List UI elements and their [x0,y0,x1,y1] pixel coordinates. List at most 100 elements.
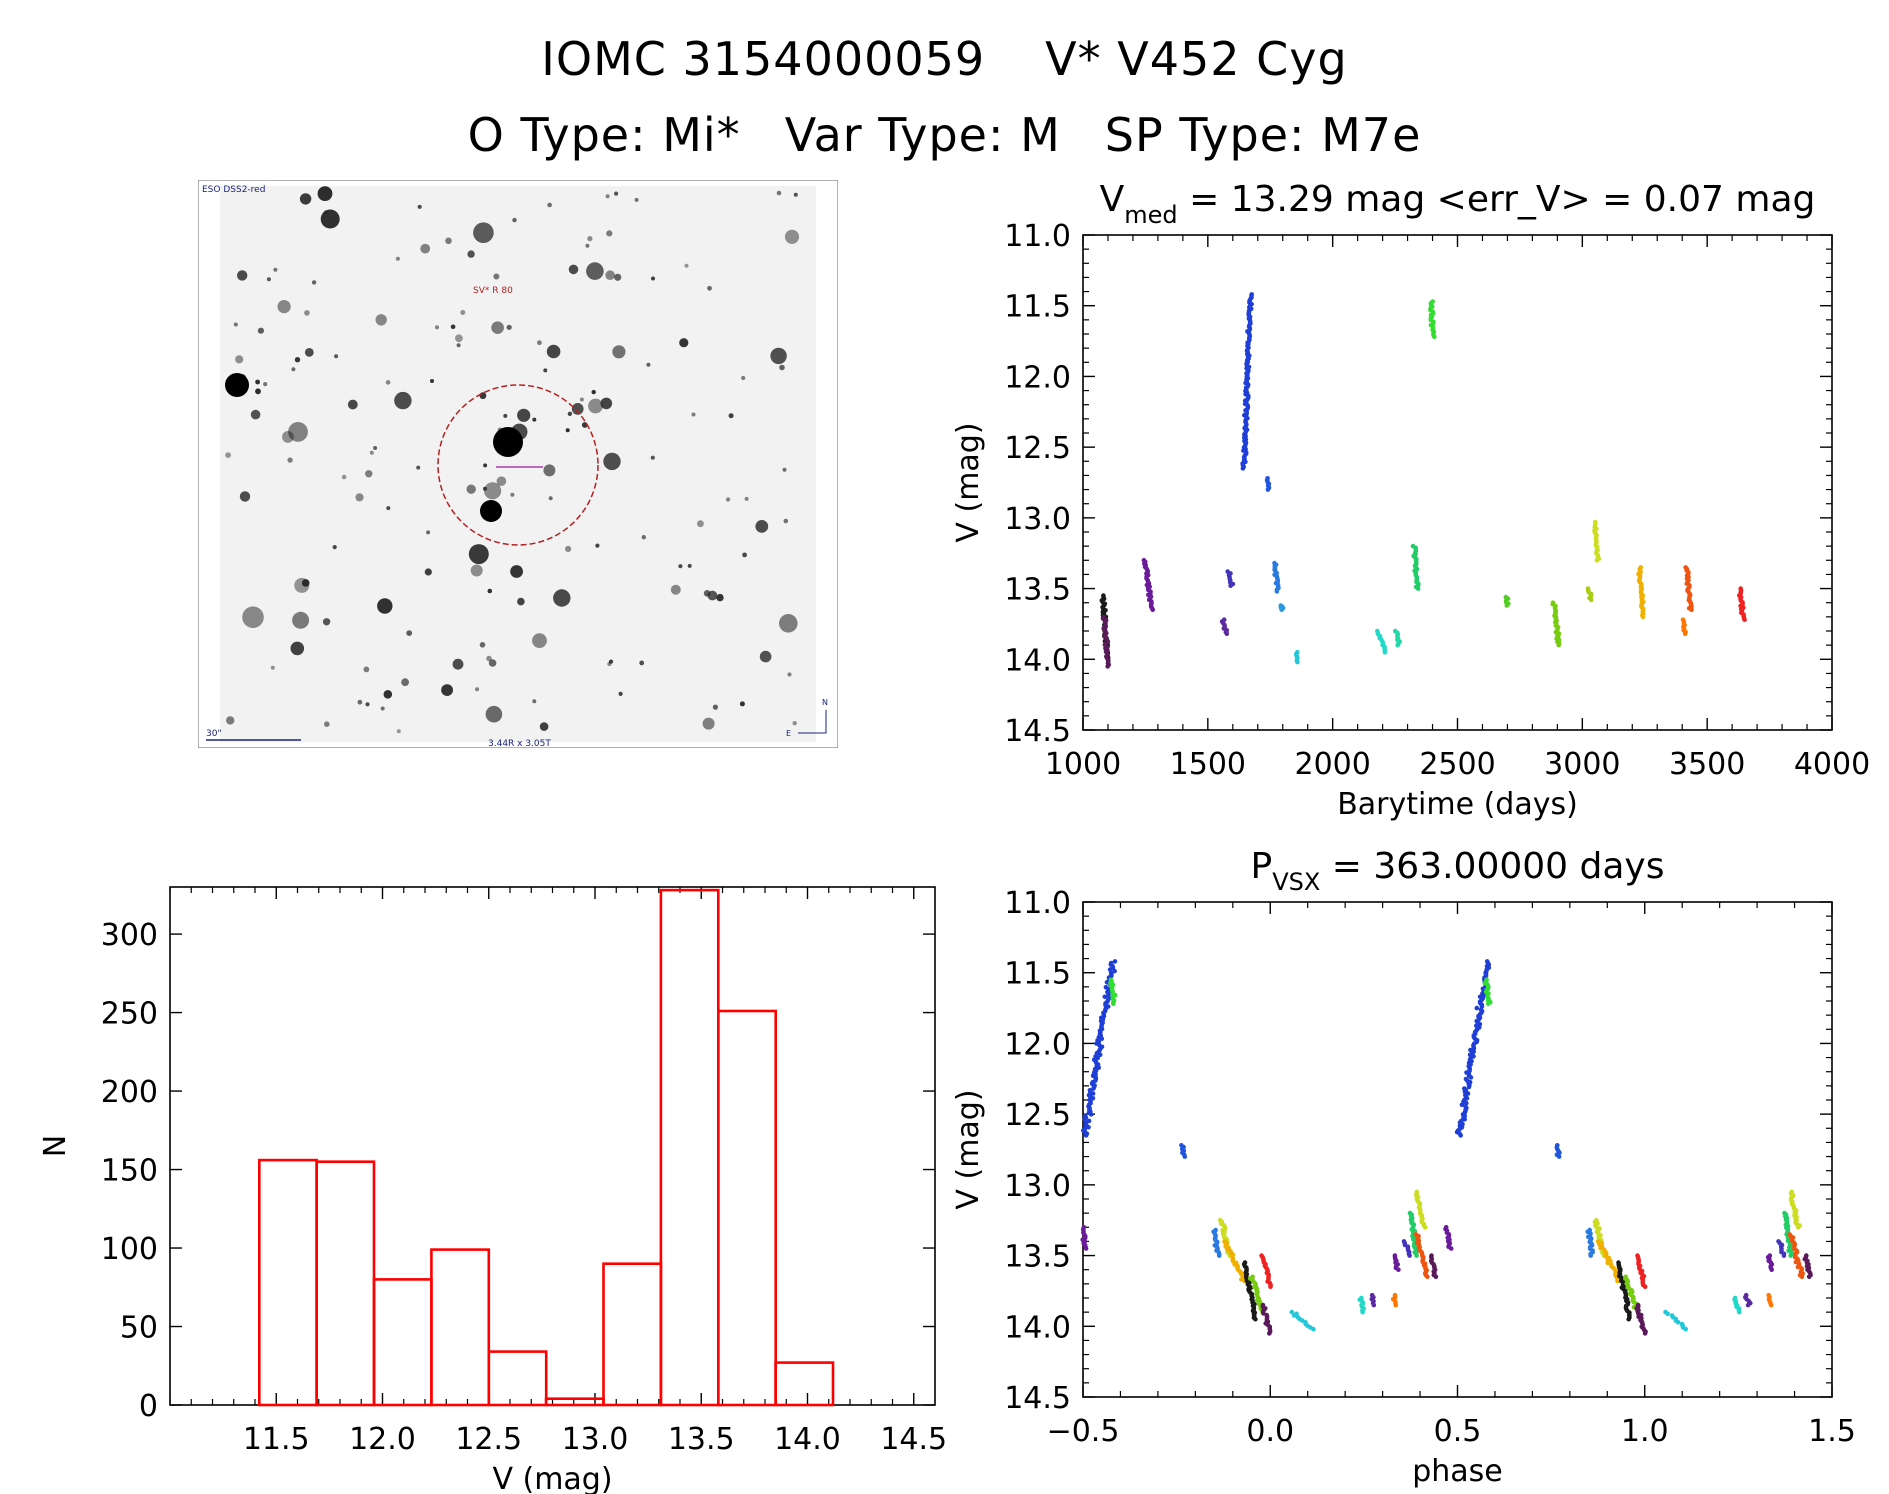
data-point [1556,642,1561,648]
star [290,641,305,656]
star [591,389,596,395]
data-point [1396,1267,1401,1272]
star [739,701,745,707]
header-line-2: O Type: Mi* Var Type: M SP Type: M7e [0,108,1889,162]
x-tick-label: 1500 [1170,747,1246,782]
data-point [1274,589,1280,594]
compass-icon [798,710,827,734]
data-point [1665,1311,1670,1317]
star [510,565,523,578]
star [532,699,537,704]
star [460,310,466,315]
y-tick-label: 11.0 [1004,219,1071,254]
data-point [1788,1253,1793,1258]
star [510,492,515,497]
histogram-bar [430,1248,491,1407]
data-point [1795,1264,1801,1270]
data-point [1474,1005,1480,1011]
data-point [1087,1088,1093,1093]
x-tick-label: 3500 [1669,747,1745,782]
x-axis-label: V (mag) [492,1462,612,1494]
data-point [1504,603,1510,608]
star [614,273,622,281]
data-point [1268,1284,1273,1289]
star [441,684,453,696]
star [678,564,683,569]
star [369,450,374,455]
data-point [1407,1253,1412,1258]
star [255,379,260,385]
star [332,545,337,550]
star [365,470,373,478]
target-circle [437,384,599,546]
star [480,500,502,522]
chart-title: PVSX = 363.00000 days [1251,846,1665,896]
data-point [1689,607,1694,613]
star [380,706,385,711]
star [517,597,525,606]
histogram-bar [602,1262,663,1407]
data-point [1615,1278,1620,1284]
header-line-1: IOMC 3154000059 V* V452 Cyg [0,32,1889,86]
star [639,660,645,666]
plot-frame [169,886,936,1406]
x-tick-label: 3000 [1544,747,1620,782]
star [641,535,646,540]
data-point [1253,1316,1258,1322]
star [539,722,549,731]
star [282,431,294,443]
star [607,661,612,667]
star [496,476,507,487]
star [600,397,613,410]
data-point [1594,558,1600,563]
star [792,721,797,726]
y-axis-label: V (mag) [951,1089,986,1209]
star [487,588,493,594]
y-tick-label: 13.5 [1004,1240,1071,1275]
star [568,264,579,275]
data-point [1737,1309,1742,1315]
data-point [1432,334,1437,340]
data-point [1642,1331,1648,1336]
star [687,563,692,568]
x-tick-label: 1.0 [1621,1414,1669,1449]
data-point [1224,631,1230,637]
star [475,687,480,692]
data-point [1108,960,1114,966]
star [426,530,431,535]
star [456,343,461,348]
y-tick-label: 50 [120,1311,158,1346]
star [434,325,440,330]
star [406,630,413,636]
star [614,191,619,196]
star [485,705,503,723]
y-tick-label: 14.0 [1004,1310,1071,1345]
star [517,408,531,422]
data-point [1393,1302,1398,1308]
star [377,598,393,614]
x-tick-label: 13.5 [668,1422,735,1457]
data-point [1768,1302,1774,1308]
plot-frame [1082,234,1833,731]
star [484,482,502,500]
y-tick-label: 12.5 [1004,1098,1071,1133]
data-point [1486,1001,1491,1007]
y-tick-label: 12.5 [1004,431,1071,466]
data-point [1150,607,1155,613]
data-point [1103,984,1109,990]
histogram-bar [257,1158,318,1407]
star [537,340,542,346]
x-tick-label: 14.5 [880,1422,947,1457]
sp-type: SP Type: M7e [1104,108,1422,162]
star [467,250,475,258]
star [548,496,553,501]
y-tick-label: 14.0 [1004,643,1071,678]
star [292,611,310,629]
star [744,496,749,501]
star [301,579,310,587]
x-tick-label: 12.5 [455,1422,522,1457]
data-point [1422,1225,1428,1230]
star [770,347,787,365]
star [395,256,400,261]
star [225,373,249,397]
